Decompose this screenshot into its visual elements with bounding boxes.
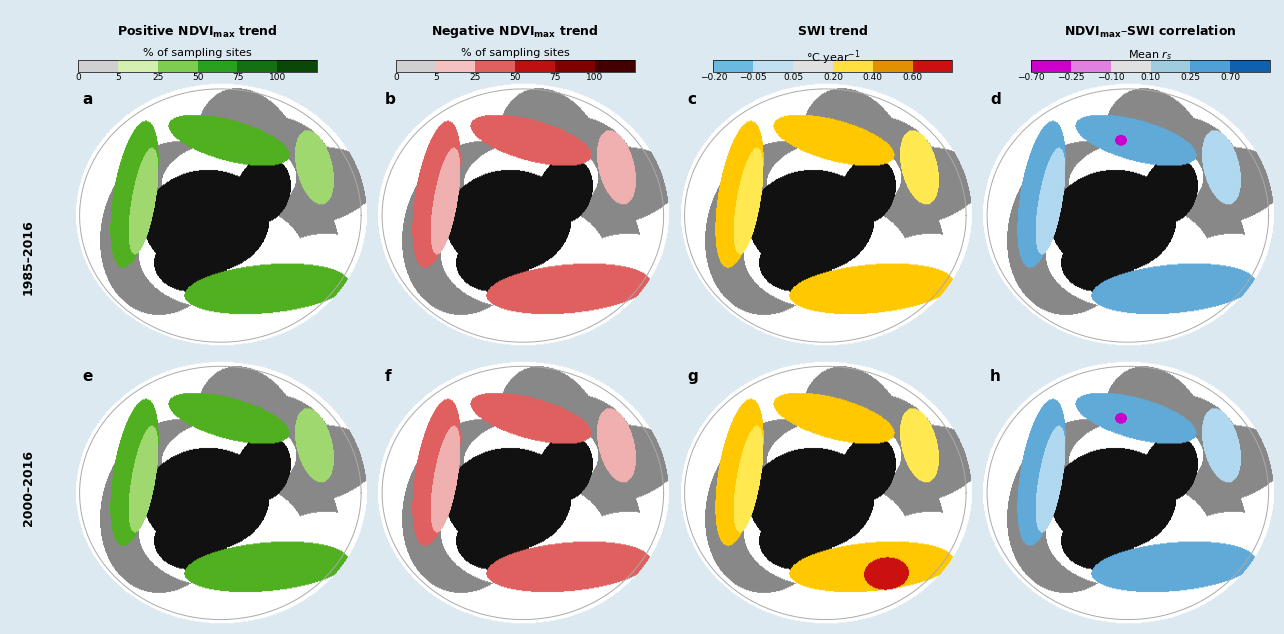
Text: Positive NDVI$_{\mathbf{max}}$ trend: Positive NDVI$_{\mathbf{max}}$ trend (117, 23, 279, 39)
Circle shape (987, 366, 1269, 619)
Circle shape (80, 89, 361, 342)
Text: 100: 100 (587, 73, 603, 82)
Bar (1031, 60, 1071, 72)
Circle shape (987, 89, 1269, 342)
Bar (913, 60, 953, 72)
Text: SWI trend: SWI trend (797, 25, 868, 38)
Text: 2000–2016: 2000–2016 (22, 450, 35, 526)
Bar (714, 60, 953, 72)
Text: −0.20: −0.20 (700, 73, 727, 82)
Text: 0.05: 0.05 (783, 73, 804, 82)
Bar (78, 60, 118, 72)
Text: Negative NDVI$_{\mathbf{max}}$ trend: Negative NDVI$_{\mathbf{max}}$ trend (431, 23, 600, 40)
Bar (395, 60, 435, 72)
Text: 0.40: 0.40 (863, 73, 882, 82)
Text: 1985–2016: 1985–2016 (22, 219, 35, 295)
Text: % of sampling sites: % of sampling sites (461, 48, 570, 58)
Bar (395, 60, 634, 72)
Bar (118, 60, 158, 72)
Bar (78, 60, 317, 72)
Circle shape (80, 366, 361, 619)
Text: d: d (990, 91, 1000, 107)
Text: NDVI$_{\mathbf{max}}$–SWI correlation: NDVI$_{\mathbf{max}}$–SWI correlation (1064, 23, 1236, 39)
Bar (515, 60, 555, 72)
Text: −0.10: −0.10 (1097, 73, 1125, 82)
Circle shape (684, 366, 966, 619)
Text: a: a (82, 91, 92, 107)
Bar (555, 60, 594, 72)
Text: f: f (385, 369, 392, 384)
Bar (198, 60, 238, 72)
Bar (1031, 60, 1270, 72)
Circle shape (383, 89, 664, 342)
Text: 0.60: 0.60 (903, 73, 923, 82)
Text: −0.25: −0.25 (1057, 73, 1085, 82)
Bar (873, 60, 913, 72)
Text: −0.70: −0.70 (1017, 73, 1045, 82)
Text: 0.20: 0.20 (823, 73, 842, 82)
Text: h: h (990, 369, 1002, 384)
Text: 25: 25 (470, 73, 482, 82)
Text: c: c (687, 91, 697, 107)
Text: °C year$^{-1}$: °C year$^{-1}$ (805, 48, 860, 67)
Bar (1111, 60, 1150, 72)
Text: 75: 75 (231, 73, 243, 82)
Text: −0.05: −0.05 (740, 73, 767, 82)
Bar (754, 60, 794, 72)
Text: Mean $r_s$: Mean $r_s$ (1129, 48, 1172, 62)
Text: 100: 100 (268, 73, 286, 82)
Bar (833, 60, 873, 72)
Text: e: e (82, 369, 92, 384)
Text: g: g (687, 369, 698, 384)
Bar (594, 60, 634, 72)
Bar (158, 60, 198, 72)
Text: 0.25: 0.25 (1180, 73, 1201, 82)
Text: % of sampling sites: % of sampling sites (144, 48, 252, 58)
Bar (1150, 60, 1190, 72)
Bar (238, 60, 277, 72)
Text: 0: 0 (76, 73, 81, 82)
Circle shape (684, 89, 966, 342)
Text: 5: 5 (116, 73, 121, 82)
Circle shape (383, 366, 664, 619)
Text: 0.70: 0.70 (1220, 73, 1240, 82)
Bar (475, 60, 515, 72)
Bar (277, 60, 317, 72)
Text: 0.10: 0.10 (1140, 73, 1161, 82)
Text: b: b (385, 91, 395, 107)
Bar (1230, 60, 1270, 72)
Text: 75: 75 (550, 73, 561, 82)
Bar (714, 60, 754, 72)
Text: 5: 5 (433, 73, 439, 82)
Text: 25: 25 (153, 73, 163, 82)
Bar (794, 60, 833, 72)
Bar (1190, 60, 1230, 72)
Bar (435, 60, 475, 72)
Text: 0: 0 (393, 73, 399, 82)
Bar (1071, 60, 1111, 72)
Text: 50: 50 (510, 73, 521, 82)
Text: 50: 50 (191, 73, 203, 82)
